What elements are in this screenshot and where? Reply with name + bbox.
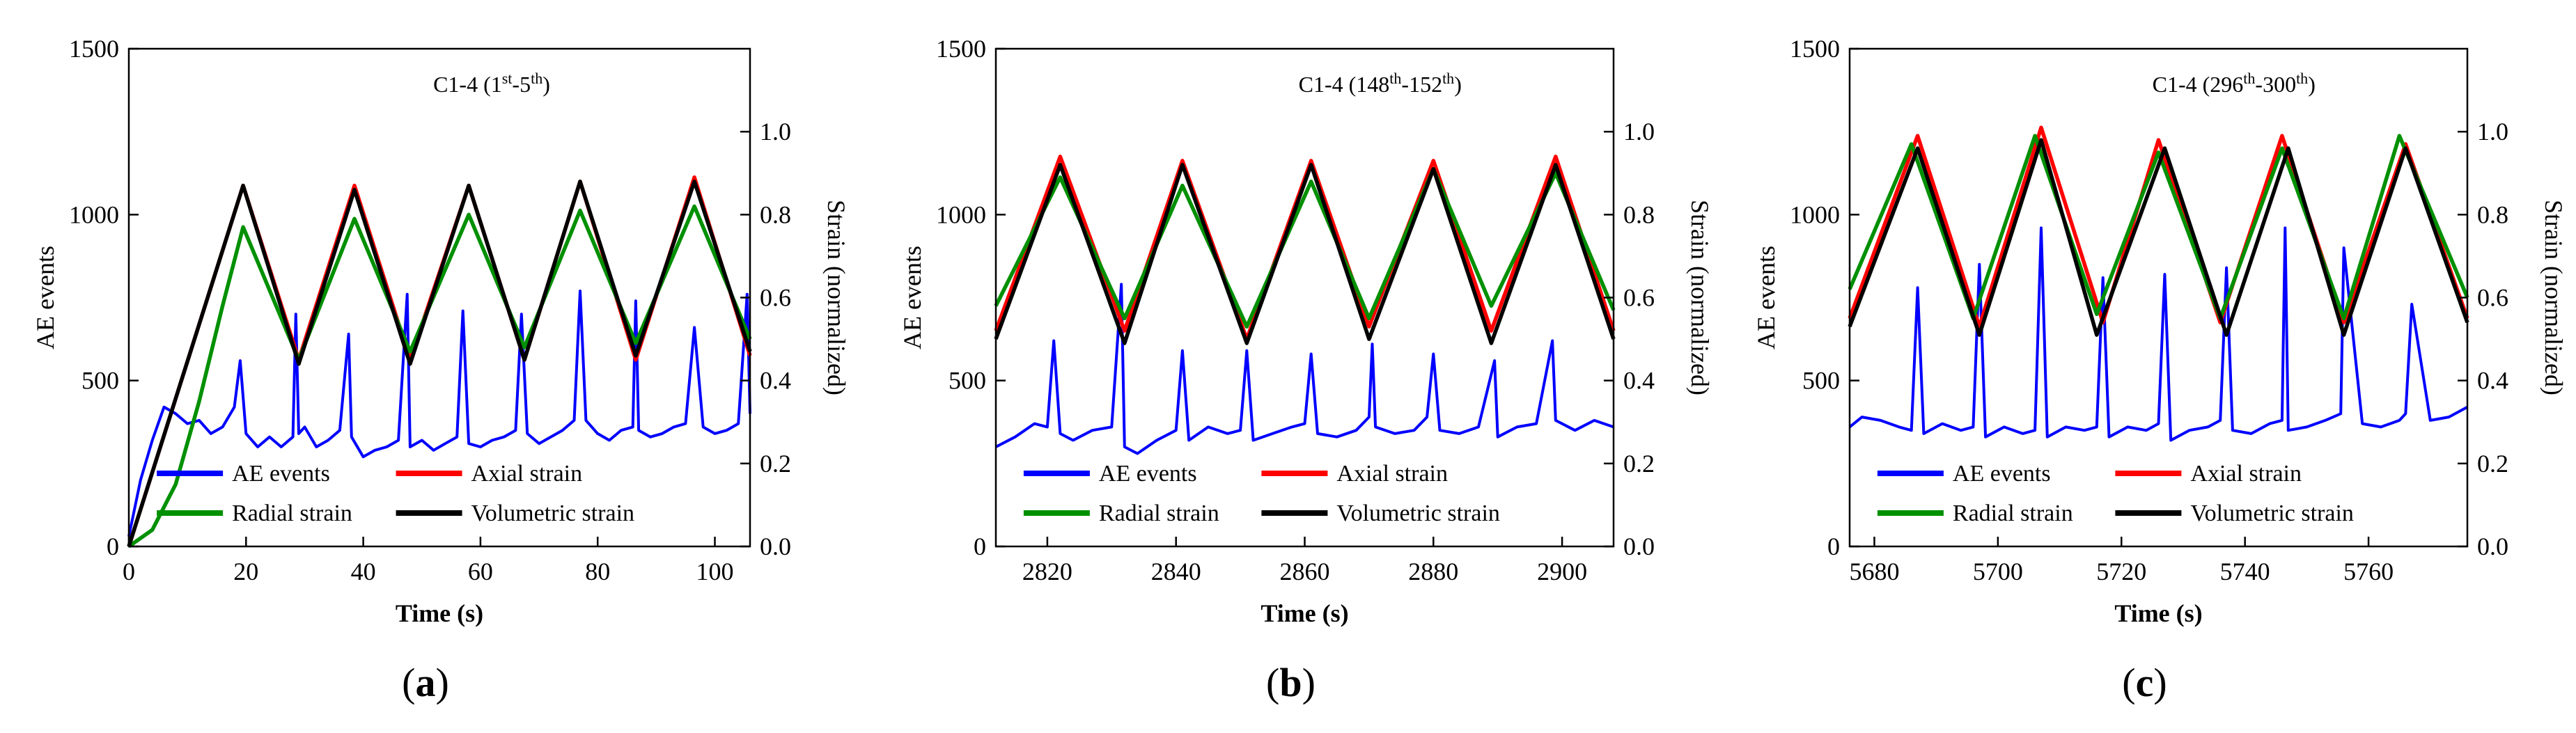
x-axis-label: Time (s) xyxy=(396,599,483,627)
x-tick-label: 5760 xyxy=(2343,558,2394,585)
x-tick-label: 60 xyxy=(468,558,493,585)
y2-tick-label: 0.0 xyxy=(2477,533,2508,560)
y2-axis-label: Strain (normalized) xyxy=(2540,200,2568,395)
legend-label: Volumetric strain xyxy=(1336,501,1500,526)
y2-tick-label: 0.2 xyxy=(2477,450,2508,478)
x-tick-label: 2860 xyxy=(1280,558,1330,585)
series-line-ae-events xyxy=(1848,226,2468,442)
y2-tick-label: 0.6 xyxy=(1623,284,1655,312)
x-axis-label: Time (s) xyxy=(1260,599,1348,627)
y2-tick-label: 0.2 xyxy=(1623,450,1655,478)
chart-title: C1-4 (296th-300th) xyxy=(2153,70,2316,97)
chart-panel-b: 2820 2840 2860 2880 2900 0 500 1000 1500 0.0 0.2 0.… xyxy=(898,35,1714,705)
x-axis-label: Time (s) xyxy=(2114,599,2202,627)
panel-label: (a) xyxy=(402,660,449,705)
legend-label: AE events xyxy=(1099,461,1197,487)
y-tick-label: 1000 xyxy=(1790,200,1840,228)
legend-label: Radial strain xyxy=(232,501,352,526)
y-tick-label: 500 xyxy=(81,367,119,395)
panel-label: (b) xyxy=(1266,660,1316,705)
legend-label: AE events xyxy=(232,461,330,487)
y2-tick-label: 0.8 xyxy=(1623,200,1655,228)
y2-tick-label: 1.0 xyxy=(760,118,791,145)
y2-tick-label: 0.6 xyxy=(760,284,791,312)
y2-tick-label: 1.0 xyxy=(1623,118,1655,145)
y-tick-label: 0 xyxy=(974,533,986,560)
y2-tick-label: 0.2 xyxy=(760,450,791,478)
x-tick-label: 2880 xyxy=(1408,558,1458,585)
x-tick-label: 80 xyxy=(585,558,610,585)
x-tick-label: 40 xyxy=(351,558,376,585)
y2-tick-label: 0.0 xyxy=(760,533,791,560)
y-axis-label: AE events xyxy=(31,246,59,349)
y2-tick-label: 0.4 xyxy=(1623,367,1655,395)
x-tick-label: 20 xyxy=(233,558,258,585)
x-tick-label: 5740 xyxy=(2220,558,2270,585)
y-tick-label: 1000 xyxy=(69,200,119,228)
legend-label: Axial strain xyxy=(1336,461,1448,487)
series-line-axial-strain xyxy=(1848,125,2469,329)
legend-label: Axial strain xyxy=(2190,461,2302,487)
x-tick-label: 2820 xyxy=(1022,558,1072,585)
y-tick-label: 500 xyxy=(949,367,986,395)
y-tick-label: 1500 xyxy=(69,35,119,63)
series-line-axial-strain xyxy=(127,175,752,547)
x-tick-label: 5720 xyxy=(2096,558,2146,585)
y-tick-label: 500 xyxy=(1802,367,1840,395)
y2-tick-label: 0.0 xyxy=(1623,533,1655,560)
series-line-volumetric-strain xyxy=(994,163,1616,345)
y-tick-label: 0 xyxy=(1827,533,1840,560)
chart-panel-a: 0 20 40 60 80 1000500100015000.00.20.40.60.81… xyxy=(31,35,850,705)
series-line-volumetric-strain xyxy=(1848,138,2469,337)
y2-tick-label: 0.6 xyxy=(2477,284,2508,312)
panel-label: (c) xyxy=(2122,660,2167,705)
y-axis-label: AE events xyxy=(898,246,926,349)
series-line-volumetric-strain xyxy=(127,179,752,547)
y-tick-label: 0 xyxy=(107,533,119,560)
chart-panel-c: 5680 5700 5720 5740 5760 0 500 1000 1500 0.0 0.2 0.… xyxy=(1752,35,2568,705)
x-tick-label: 2900 xyxy=(1537,558,1587,585)
x-tick-label: 2840 xyxy=(1151,558,1201,585)
series-line-radial-strain xyxy=(1848,134,2469,321)
chart-title: C1-4 (1st-5th) xyxy=(433,70,550,97)
y-tick-label: 1500 xyxy=(936,35,986,63)
legend: AE events Axial strain Radial strain Volume… xyxy=(157,461,634,526)
legend-label: Axial strain xyxy=(471,461,583,487)
y-tick-label: 1500 xyxy=(1790,35,1840,63)
legend-label: Radial strain xyxy=(1099,501,1219,526)
legend-label: Volumetric strain xyxy=(2190,501,2354,526)
x-tick-label: 5680 xyxy=(1849,558,1899,585)
legend-label: Volumetric strain xyxy=(471,501,635,526)
y-tick-label: 1000 xyxy=(936,200,986,228)
x-tick-label: 5700 xyxy=(1973,558,2023,585)
legend: AE events Axial strain Radial strain Volume… xyxy=(1877,461,2354,526)
y2-axis-label: Strain (normalized) xyxy=(822,200,850,395)
series-line-ae-events xyxy=(995,283,1614,455)
x-tick-label: 100 xyxy=(696,558,734,585)
chart-title: C1-4 (148th-152th) xyxy=(1299,70,1462,97)
legend-label: Radial strain xyxy=(1953,501,2073,526)
y2-tick-label: 0.4 xyxy=(760,367,791,395)
legend: AE events Axial strain Radial strain Volume… xyxy=(1023,461,1500,526)
y2-tick-label: 0.8 xyxy=(760,200,791,228)
y2-axis-label: Strain (normalized) xyxy=(1686,200,1714,395)
series-line-ae-events xyxy=(127,290,751,537)
legend-label: AE events xyxy=(1953,461,2051,487)
y2-tick-label: 0.8 xyxy=(2477,200,2508,228)
series-line-radial-strain xyxy=(994,167,1616,329)
x-tick-label: 0 xyxy=(123,558,135,585)
y2-tick-label: 1.0 xyxy=(2477,118,2508,145)
y-axis-label: AE events xyxy=(1752,246,1780,349)
y2-tick-label: 0.4 xyxy=(2477,367,2508,395)
